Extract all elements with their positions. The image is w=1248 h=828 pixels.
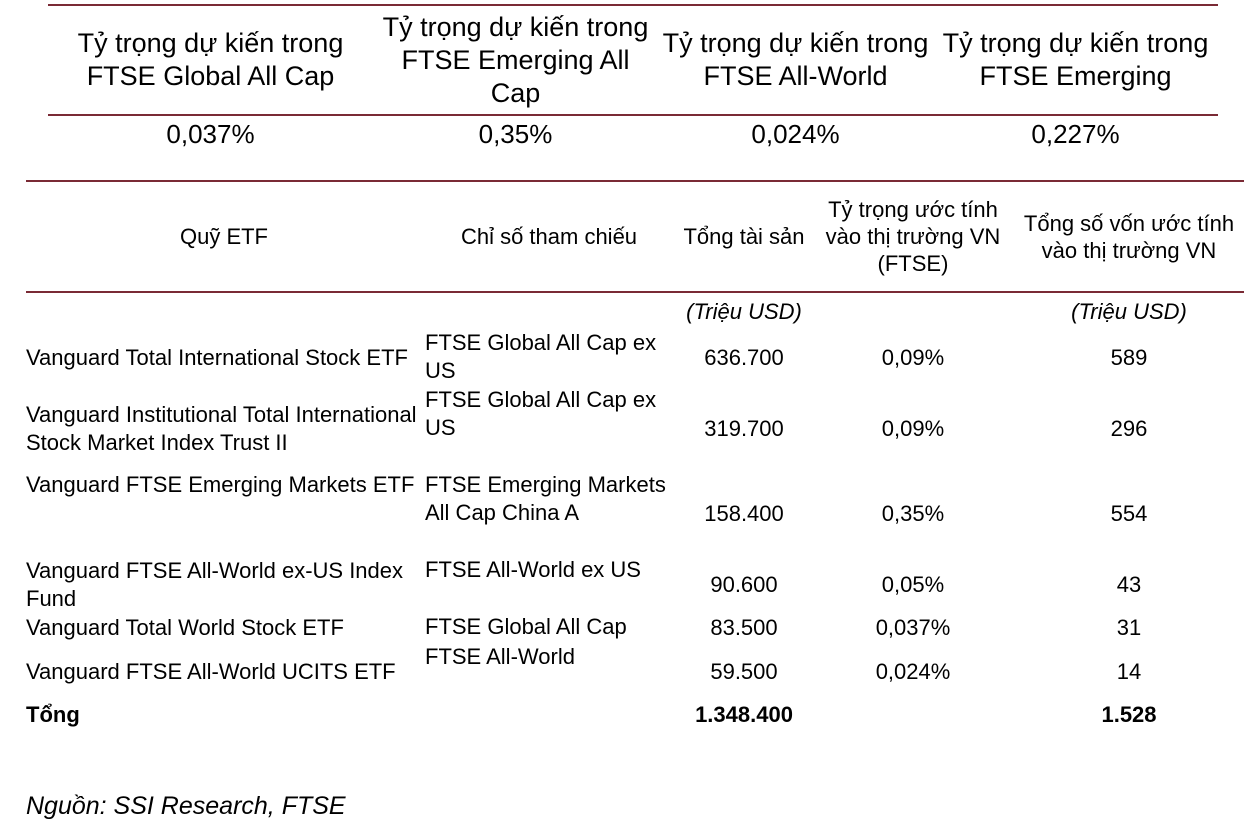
index-name: FTSE All-World ex US [425, 557, 641, 582]
index-name: FTSE Emerging Markets All Cap China A [425, 472, 666, 525]
capital-value: 43 [1116, 571, 1142, 597]
capital-value: 14 [1116, 658, 1142, 684]
table-top-rule [48, 4, 1218, 6]
capital-value: 589 [1110, 344, 1148, 370]
expected-weights-table: Tỷ trọng dự kiến trong FTSE Global All C… [48, 4, 1218, 156]
fund-name: Vanguard Institutional Total Internation… [26, 401, 417, 455]
weight-value: 0,09% [881, 415, 945, 441]
value-global-all-cap: 0,037% [166, 119, 255, 149]
header-bottom-rule [48, 114, 1218, 116]
header-global-all-cap: Tỷ trọng dự kiến trong FTSE Global All C… [77, 28, 344, 91]
etf-header-row: Quỹ ETF Chỉ số tham chiếu Tổng tài sản T… [26, 182, 1244, 291]
assets-value: 90.600 [710, 571, 778, 597]
index-name: FTSE Global All Cap [425, 614, 627, 639]
fund-name: Vanguard Total International Stock ETF [26, 344, 408, 370]
header-weight: Tỷ trọng ước tính vào thị trường VN (FTS… [825, 197, 1001, 276]
fund-name: Vanguard FTSE Emerging Markets ETF [26, 472, 415, 497]
header-emerging: Tỷ trọng dự kiến trong FTSE Emerging [942, 28, 1209, 91]
weight-value: 0,05% [881, 571, 945, 597]
fund-name: Vanguard FTSE All-World ex-US Index Fund [26, 557, 404, 611]
fund-name: Vanguard Total World Stock ETF [26, 615, 344, 640]
total-capital: 1.528 [1101, 702, 1157, 727]
table-row: Vanguard Total World Stock ETF FTSE Glob… [26, 613, 1244, 643]
source-note: Nguồn: SSI Research, FTSE [26, 792, 346, 820]
header-emerging-all-cap: Tỷ trọng dự kiến trong FTSE Emerging All… [382, 11, 649, 108]
capital-value: 554 [1110, 500, 1148, 526]
table-row: Vanguard Total International Stock ETF F… [26, 329, 1244, 386]
index-name: FTSE All-World [425, 644, 575, 669]
etf-top-rule [26, 180, 1244, 182]
assets-value: 59.500 [710, 658, 778, 684]
capital-value: 296 [1110, 415, 1148, 441]
table-row: Vanguard FTSE All-World UCITS ETF FTSE A… [26, 643, 1244, 700]
weight-value: 0,024% [875, 658, 951, 684]
header-assets: Tổng tài sản [683, 224, 805, 249]
table-row: Vanguard FTSE All-World ex-US Index Fund… [26, 556, 1244, 613]
etf-header-rule [26, 291, 1244, 293]
weights-header-row: Tỷ trọng dự kiến trong FTSE Global All C… [48, 6, 1218, 114]
assets-value: 158.400 [704, 500, 784, 526]
fund-name: Vanguard FTSE All-World UCITS ETF [26, 658, 396, 684]
etf-capital-table: Quỹ ETF Chỉ số tham chiếu Tổng tài sản T… [26, 180, 1244, 730]
value-all-world: 0,024% [751, 119, 840, 149]
units-capital: (Triệu USD) [1071, 299, 1187, 324]
weight-value: 0,09% [881, 344, 945, 370]
index-name: FTSE Global All Cap ex US [425, 387, 657, 440]
index-name: FTSE Global All Cap ex US [425, 330, 657, 383]
header-capital: Tổng số vốn ước tính vào thị trường VN [1023, 210, 1235, 263]
value-emerging-all-cap: 0,35% [478, 119, 553, 149]
units-row: (Triệu USD) (Triệu USD) [26, 293, 1244, 329]
weight-value: 0,35% [881, 500, 945, 526]
total-row: Tổng 1.348.400 1.528 [26, 700, 1244, 730]
header-index: Chỉ số tham chiếu [460, 224, 638, 249]
weight-value: 0,037% [875, 615, 951, 640]
table-row: Vanguard FTSE Emerging Markets ETF FTSE … [26, 471, 1244, 556]
assets-value: 319.700 [704, 415, 784, 441]
table-row: Vanguard Institutional Total Internation… [26, 386, 1244, 471]
header-fund: Quỹ ETF [179, 224, 268, 249]
weights-value-row: 0,037% 0,35% 0,024% 0,227% [48, 116, 1218, 156]
value-emerging: 0,227% [1031, 119, 1120, 149]
total-assets: 1.348.400 [695, 702, 793, 727]
header-all-world: Tỷ trọng dự kiến trong FTSE All-World [662, 28, 929, 91]
assets-value: 83.500 [710, 615, 778, 640]
capital-value: 31 [1116, 615, 1142, 640]
total-label: Tổng [26, 702, 80, 727]
units-assets: (Triệu USD) [686, 299, 802, 324]
assets-value: 636.700 [704, 344, 784, 370]
